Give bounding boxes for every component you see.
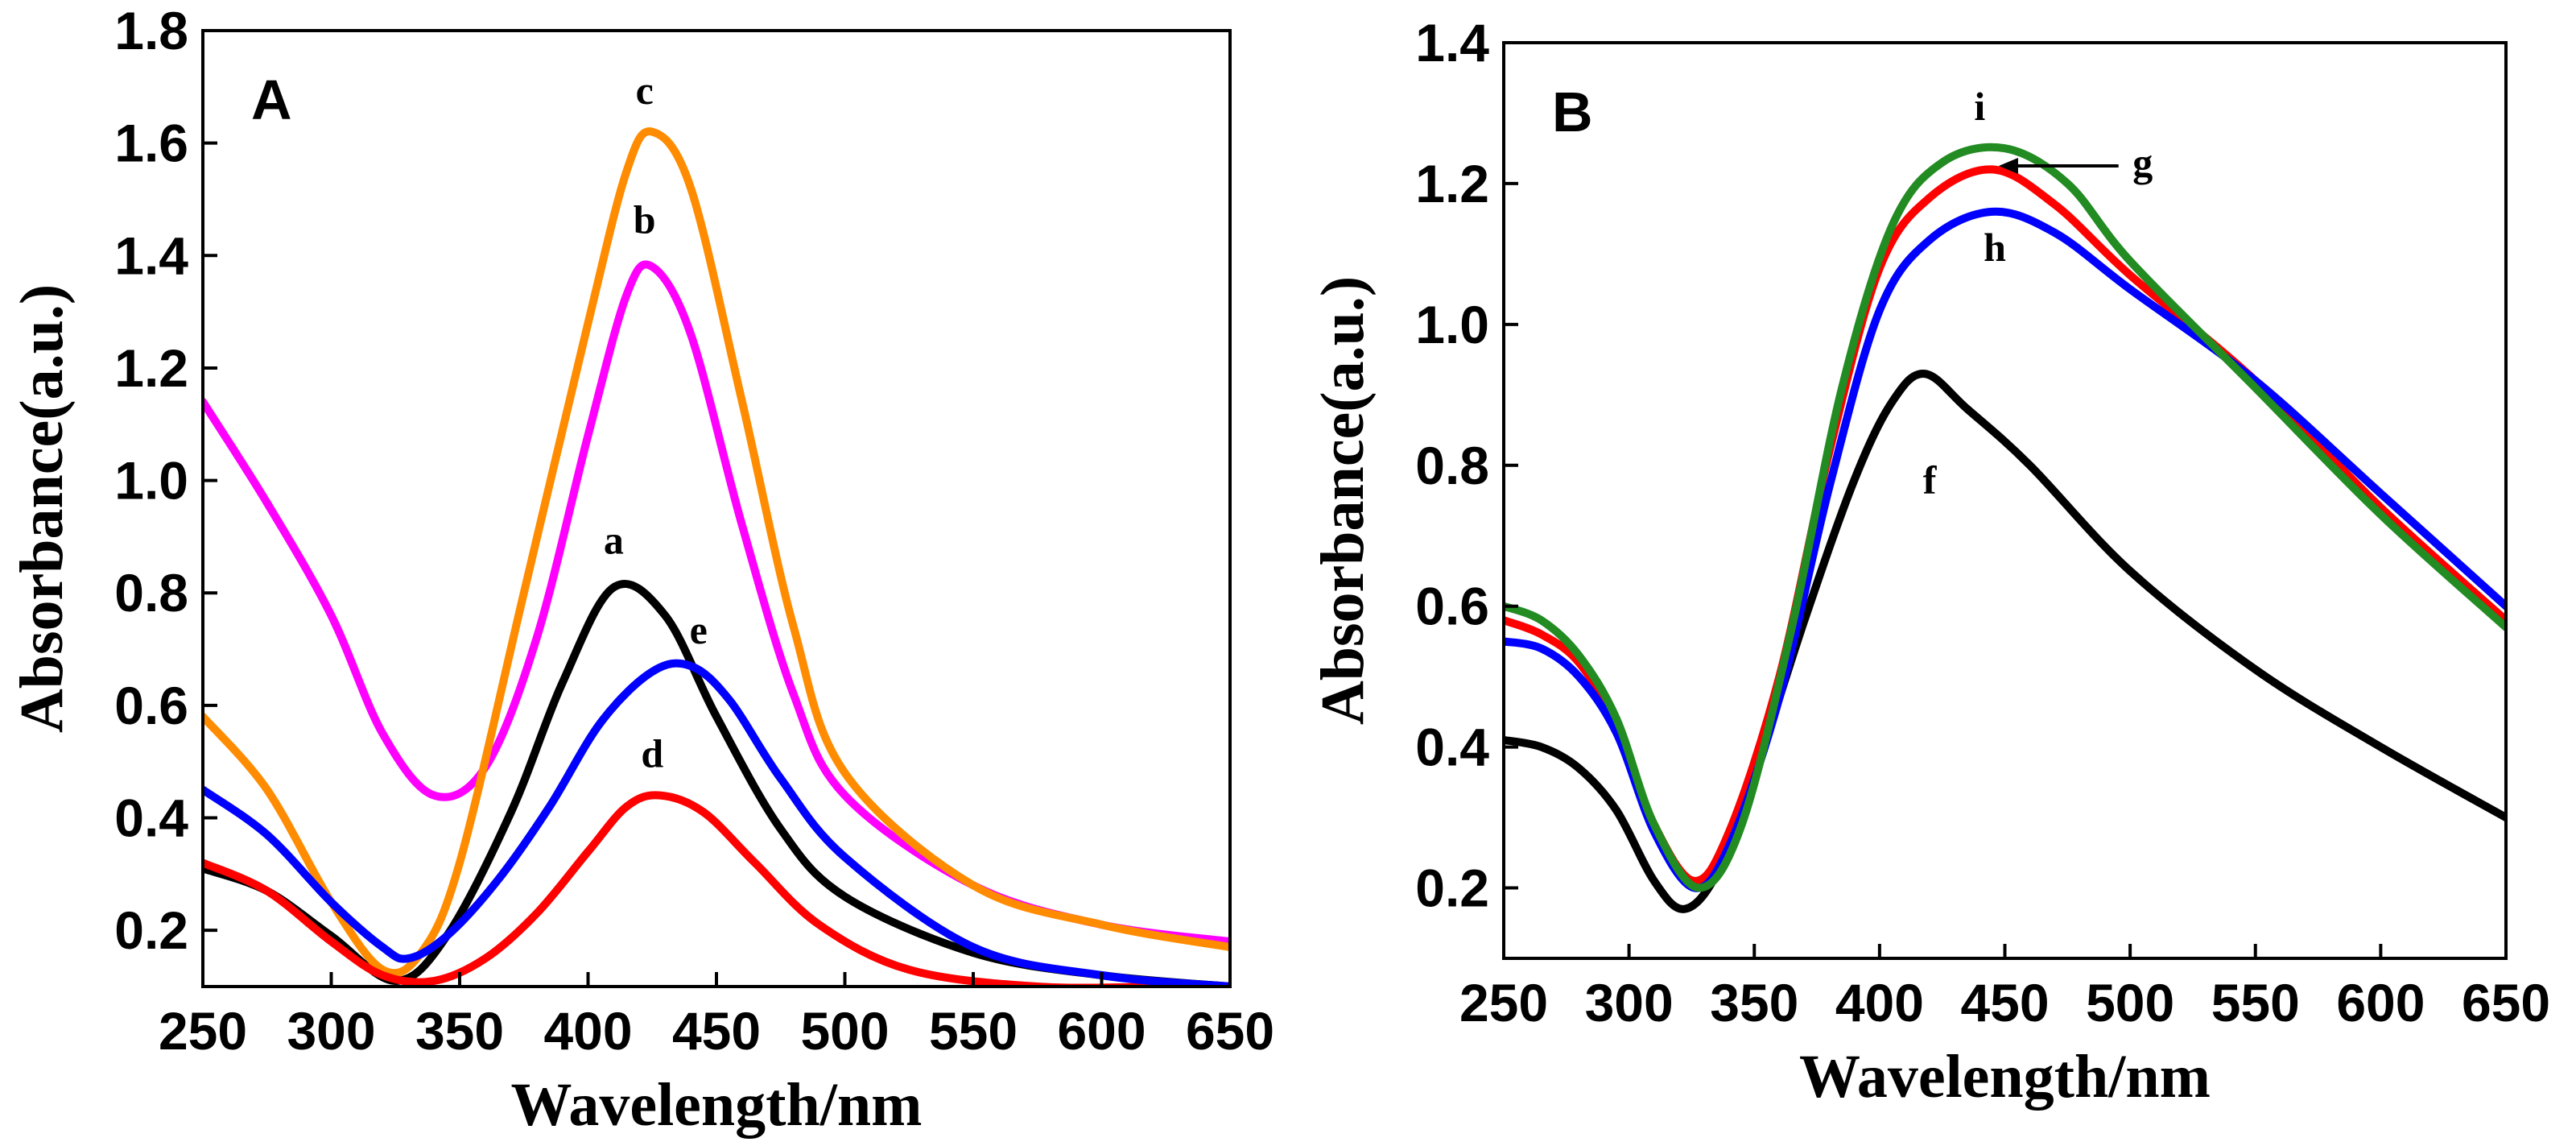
x-tick-label: 500 [2086,973,2174,1032]
x-tick-label: 550 [929,1001,1018,1061]
curve-label-d: d [641,731,663,776]
series-line-f [1504,370,2506,913]
x-tick-label: 400 [1835,973,1924,1032]
y-tick-label: 0.2 [114,900,188,960]
x-tick-label: 500 [800,1001,889,1061]
y-tick-label: 0.8 [1415,436,1489,495]
plot-frame [201,29,1232,988]
series-group [203,127,1230,987]
curve-label-c: c [636,68,654,113]
curve-label-b: b [634,197,656,242]
y-tick-label: 0.2 [1415,858,1489,918]
y-axis-title: Absorbance(a.u.) [1309,276,1377,725]
y-tick-label: 1.6 [114,114,188,173]
x-tick-label: 350 [415,1001,504,1061]
panel-label: A [251,68,292,131]
x-tick-label: 300 [1585,973,1674,1032]
x-tick-label: 250 [159,1001,247,1061]
y-tick-label: 1.4 [114,225,188,285]
x-tick-label: 400 [543,1001,632,1061]
series-line-b [203,260,1230,946]
series-group [1504,143,2506,913]
y-tick-label: 1.4 [1415,13,1489,72]
series-line-c [203,127,1230,978]
series-line-g [1504,165,2506,885]
x-tick-label: 600 [2336,973,2425,1032]
x-tick-label: 250 [1459,973,1548,1032]
y-tick-label: 0.8 [114,563,188,623]
panel-b: 250 300 350 400 450 500 550 600 650 0.2 0.4 0.6 0.8 1… [1309,13,2550,1111]
y-tick-label: 1.0 [1415,295,1489,354]
curve-label-e: e [690,607,708,652]
curve-label-h: h [1984,225,2006,270]
x-tick-label: 450 [672,1001,761,1061]
x-tick-label: 550 [2211,973,2300,1032]
label-g-arrow-head [1998,158,2018,175]
y-tick-label: 1.2 [114,338,188,398]
panel-label: B [1552,81,1593,143]
curve-label-i: i [1974,84,1985,129]
curve-label-a: a [604,517,624,562]
series-line-e [203,659,1230,987]
y-tick-label: 0.6 [1415,577,1489,636]
y-tick-label: 1.2 [1415,154,1489,213]
x-tick-label: 300 [287,1001,375,1061]
x-axis-title: Wavelength/nm [1799,1043,2211,1111]
series-line-h [1504,207,2506,892]
y-axis-title: Absorbance(a.u.) [8,284,76,733]
x-axis-title: Wavelength/nm [511,1071,923,1139]
y-tick-label: 0.4 [1415,718,1489,777]
curve-label-g: g [2132,140,2153,185]
y-tick-label: 0.6 [114,676,188,735]
series-line-d [203,791,1230,987]
series-line-i [1504,143,2506,892]
x-tick-label: 650 [1186,1001,1274,1061]
curve-label-f: f [1923,457,1938,503]
x-tick-label: 600 [1057,1001,1146,1061]
y-tick-label: 1.8 [114,1,188,60]
y-tick-label: 0.4 [114,788,188,848]
panel-a: 250 300 350 400 450 500 550 600 650 0.2 0.4 0.6 0.8 1… [8,1,1274,1139]
x-tick-label: 650 [2462,973,2550,1032]
x-tick-label: 350 [1710,973,1798,1032]
x-tick-label: 450 [1960,973,2049,1032]
y-tick-label: 1.0 [114,451,188,511]
